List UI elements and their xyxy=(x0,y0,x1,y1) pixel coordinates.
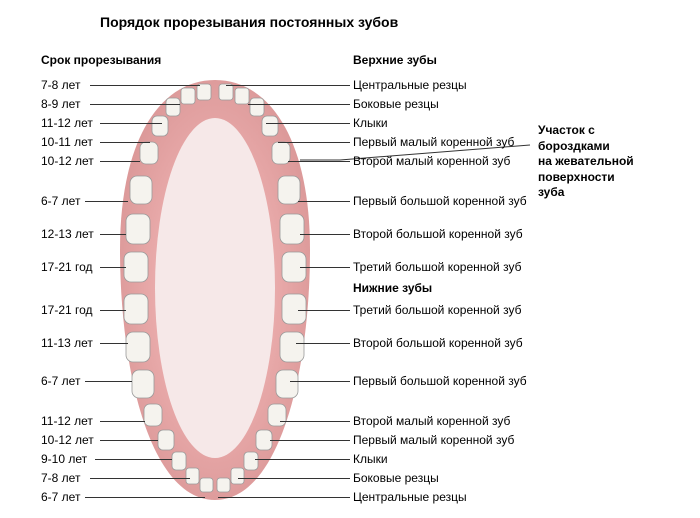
leader-line xyxy=(238,478,350,479)
leader-line xyxy=(296,343,350,344)
age-label: 10-12 лет xyxy=(41,433,94,447)
leader-line xyxy=(218,497,350,498)
leader-line xyxy=(290,381,350,382)
leader-line xyxy=(100,421,145,422)
tooth-label: Первый малый коренной зуб xyxy=(353,433,514,447)
tooth-label: Боковые резцы xyxy=(353,471,439,485)
leader-line xyxy=(248,104,350,105)
tooth-label: Клыки xyxy=(353,452,388,466)
tooth-label: Второй малый коренной зуб xyxy=(353,414,510,428)
leader-line xyxy=(90,478,190,479)
leader-line xyxy=(100,343,128,344)
leader-line xyxy=(95,459,172,460)
leader-line xyxy=(85,381,132,382)
age-label: 10-11 лет xyxy=(41,135,93,149)
age-label: 7-8 лет xyxy=(41,471,80,485)
callout-line: зуба xyxy=(538,185,564,199)
upper-teeth-header: Верхние зубы xyxy=(353,53,437,67)
tooth-label: Клыки xyxy=(353,116,388,130)
left-column-header: Срок прорезывания xyxy=(41,53,161,67)
callout-line: бороздками xyxy=(538,139,610,153)
callout-line: на жевательной xyxy=(538,154,634,168)
age-label: 17-21 год xyxy=(41,260,93,274)
tooth-label: Второй большой коренной зуб xyxy=(353,336,523,350)
leader-line xyxy=(266,123,350,124)
callout-line: Участок с xyxy=(538,123,595,137)
leader-line xyxy=(300,267,350,268)
tooth-label: Первый большой коренной зуб xyxy=(353,194,527,208)
age-label: 17-21 год xyxy=(41,303,93,317)
leader-line xyxy=(100,440,158,441)
age-label: 12-13 лет xyxy=(41,227,94,241)
leader-line xyxy=(288,161,350,162)
age-label: 6-7 лет xyxy=(41,374,80,388)
leader-line xyxy=(226,85,350,86)
tooth-label: Второй большой коренной зуб xyxy=(353,227,523,241)
tooth-label: Центральные резцы xyxy=(353,490,467,504)
leader-line xyxy=(100,310,126,311)
age-label: 10-12 лет xyxy=(41,154,94,168)
leader-line xyxy=(90,85,200,86)
tooth-label: Боковые резцы xyxy=(353,97,439,111)
leader-line xyxy=(280,421,350,422)
leader-line xyxy=(100,267,126,268)
leader-line xyxy=(85,497,205,498)
tooth-label: Второй малый коренной зуб xyxy=(353,154,510,168)
callout-fissure: Участок с бороздками на жевательной пове… xyxy=(538,123,634,201)
age-label: 11-13 лет xyxy=(41,336,93,350)
tooth-label: Третий большой коренной зуб xyxy=(353,303,521,317)
lower-teeth-header: Нижние зубы xyxy=(353,281,432,295)
age-label: 8-9 лет xyxy=(41,97,80,111)
tooth-label: Первый большой коренной зуб xyxy=(353,374,527,388)
tooth-label: Первый малый коренной зуб xyxy=(353,135,514,149)
callout-line: поверхности xyxy=(538,170,615,184)
age-label: 11-12 лет xyxy=(41,116,93,130)
tooth-label: Третий большой коренной зуб xyxy=(353,260,521,274)
leader-line xyxy=(300,234,350,235)
leader-line xyxy=(100,123,162,124)
leader-line xyxy=(100,161,140,162)
leader-line xyxy=(298,201,350,202)
leader-line xyxy=(298,310,350,311)
leader-line xyxy=(100,142,150,143)
leader-line xyxy=(255,459,350,460)
leader-line xyxy=(85,201,128,202)
age-label: 6-7 лет xyxy=(41,194,80,208)
leader-line xyxy=(90,104,180,105)
leader-line xyxy=(270,440,350,441)
age-label: 6-7 лет xyxy=(41,490,80,504)
tooth-label: Центральные резцы xyxy=(353,78,467,92)
age-label: 9-10 лет xyxy=(41,452,87,466)
age-label: 11-12 лет xyxy=(41,414,93,428)
leader-line xyxy=(100,234,126,235)
age-label: 7-8 лет xyxy=(41,78,80,92)
leader-line xyxy=(278,142,350,143)
